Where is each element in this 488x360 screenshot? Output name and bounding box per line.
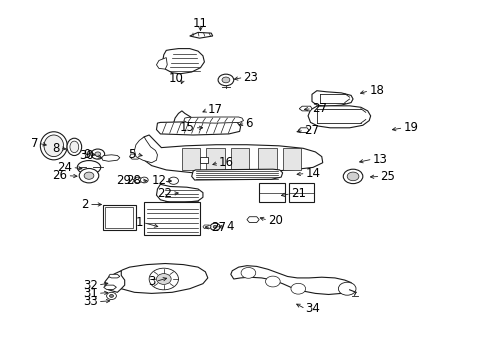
Circle shape <box>241 267 255 278</box>
Text: 33: 33 <box>83 295 98 308</box>
Text: 13: 13 <box>372 153 386 166</box>
Circle shape <box>106 292 116 300</box>
Polygon shape <box>189 32 212 38</box>
Polygon shape <box>139 135 322 173</box>
Text: 19: 19 <box>403 121 418 134</box>
Text: 1: 1 <box>135 216 142 229</box>
Polygon shape <box>162 49 204 74</box>
Ellipse shape <box>77 161 101 174</box>
Text: 5: 5 <box>128 148 136 161</box>
Text: 8: 8 <box>52 142 60 155</box>
Circle shape <box>218 74 233 86</box>
Text: 30: 30 <box>79 149 94 162</box>
Text: 4: 4 <box>225 220 233 233</box>
Circle shape <box>168 177 178 184</box>
Text: 6: 6 <box>245 117 252 130</box>
Circle shape <box>210 223 220 230</box>
Polygon shape <box>103 285 116 289</box>
Polygon shape <box>191 169 282 180</box>
Polygon shape <box>173 111 193 130</box>
Text: 16: 16 <box>219 156 234 169</box>
Text: 18: 18 <box>368 84 383 97</box>
Circle shape <box>84 172 94 179</box>
Polygon shape <box>156 184 203 202</box>
Text: 26: 26 <box>52 169 67 182</box>
Ellipse shape <box>343 169 362 184</box>
Text: 9: 9 <box>83 148 90 161</box>
Polygon shape <box>108 274 120 278</box>
Text: 10: 10 <box>168 72 183 85</box>
Ellipse shape <box>44 135 63 157</box>
Text: 32: 32 <box>83 279 98 292</box>
Circle shape <box>213 225 217 228</box>
Bar <box>258 148 276 170</box>
Polygon shape <box>311 91 352 106</box>
Circle shape <box>290 283 305 294</box>
Text: 7: 7 <box>31 137 38 150</box>
Bar <box>199 157 208 163</box>
Polygon shape <box>246 217 259 222</box>
Text: 29: 29 <box>116 174 131 187</box>
Polygon shape <box>156 58 167 69</box>
Circle shape <box>338 282 355 295</box>
Text: 15: 15 <box>180 121 194 134</box>
Polygon shape <box>129 154 141 159</box>
Ellipse shape <box>70 141 79 153</box>
Polygon shape <box>183 117 243 123</box>
Circle shape <box>79 168 99 183</box>
Circle shape <box>156 274 171 284</box>
Text: 28: 28 <box>126 174 141 187</box>
Circle shape <box>109 294 113 297</box>
Text: 20: 20 <box>267 214 282 227</box>
Text: 21: 21 <box>290 187 305 200</box>
Text: 27: 27 <box>311 102 326 115</box>
Bar <box>182 148 200 170</box>
Bar <box>206 148 224 170</box>
Text: 3: 3 <box>148 275 155 288</box>
Circle shape <box>149 268 178 290</box>
Polygon shape <box>298 128 308 132</box>
Text: 31: 31 <box>83 287 98 300</box>
Text: 24: 24 <box>57 161 72 174</box>
Circle shape <box>346 172 358 181</box>
Ellipse shape <box>67 138 81 156</box>
Text: 34: 34 <box>305 302 320 315</box>
Text: 17: 17 <box>207 103 223 116</box>
Polygon shape <box>116 264 207 293</box>
Polygon shape <box>134 137 157 163</box>
Polygon shape <box>230 266 352 294</box>
Polygon shape <box>307 106 370 128</box>
Circle shape <box>95 152 101 156</box>
Bar <box>288 183 313 202</box>
Text: 27: 27 <box>211 221 226 234</box>
Polygon shape <box>299 106 311 111</box>
Bar <box>105 207 133 228</box>
Ellipse shape <box>40 132 67 160</box>
Polygon shape <box>105 271 124 292</box>
Circle shape <box>134 177 142 183</box>
Circle shape <box>222 77 229 83</box>
Text: 12: 12 <box>151 174 166 186</box>
Polygon shape <box>156 121 240 135</box>
Text: 23: 23 <box>243 71 258 84</box>
Circle shape <box>265 276 280 287</box>
Bar <box>144 202 200 235</box>
Text: 11: 11 <box>193 17 207 30</box>
Polygon shape <box>203 225 211 229</box>
Bar <box>230 148 249 170</box>
Polygon shape <box>102 155 120 161</box>
Text: 2: 2 <box>81 198 89 211</box>
Text: 22: 22 <box>157 187 172 200</box>
Text: 27: 27 <box>304 124 319 137</box>
Circle shape <box>91 149 104 159</box>
Bar <box>282 148 301 170</box>
Text: 14: 14 <box>305 167 320 180</box>
Bar <box>259 183 284 202</box>
Text: 25: 25 <box>380 170 394 183</box>
Bar <box>102 205 136 230</box>
Circle shape <box>140 177 148 183</box>
